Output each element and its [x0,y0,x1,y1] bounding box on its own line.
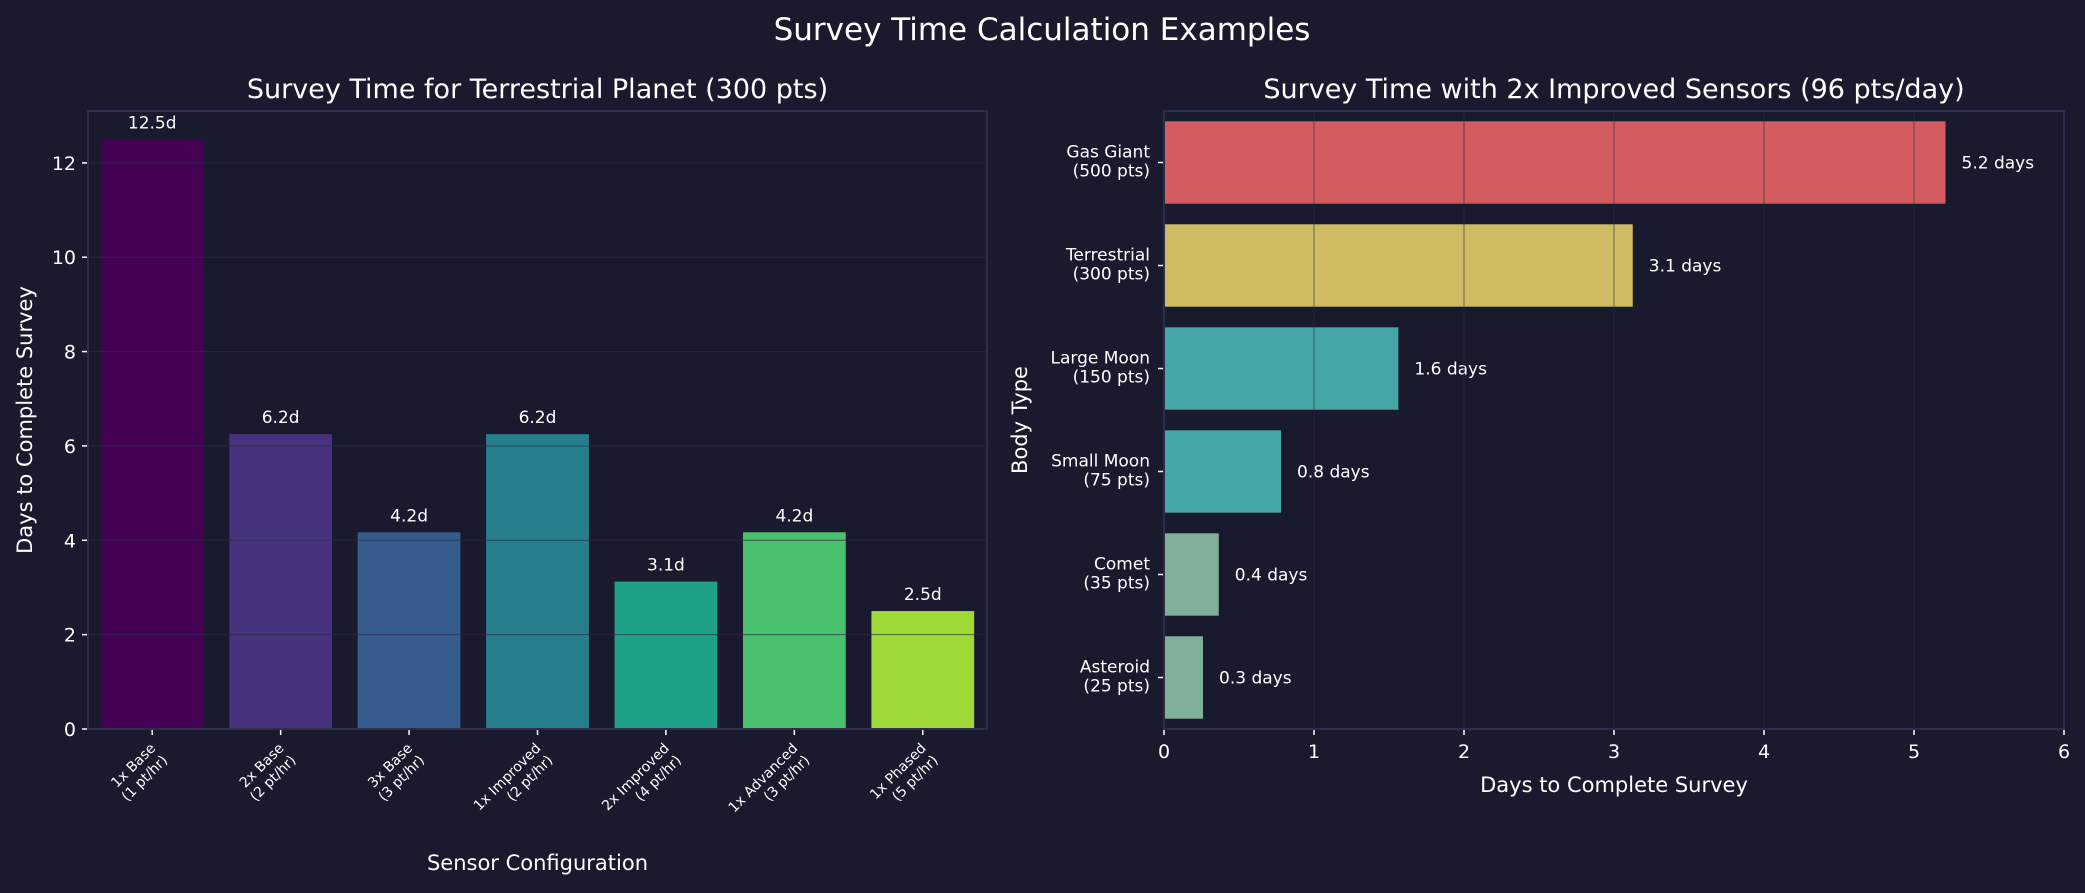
bar [1164,327,1399,410]
y-axis-label: Body Type [1008,366,1032,474]
y-tick-label: Comet (35 pts) [1083,555,1150,594]
y-tick-label: Asteroid (25 pts) [1080,658,1150,697]
x-tick-label: 5 [1908,741,1920,763]
data-label: 6.2d [519,408,557,428]
bar [357,532,461,729]
data-label: 6.2d [262,408,300,428]
x-tick-label: 3 [1608,741,1620,763]
x-tick-label: 4 [1758,741,1770,763]
bar [871,611,975,729]
data-label: 3.1d [647,556,685,576]
x-axis-label: Days to Complete Survey [1480,773,1748,797]
y-tick-label: 4 [64,530,76,552]
y-tick-label: Large Moon (150 pts) [1051,349,1150,388]
axes-frame [1163,110,2065,730]
x-tick-label: 2 [1458,741,1470,763]
data-label: 12.5d [128,113,177,133]
y-tick-label: 10 [52,247,76,269]
chart-title: Survey Time for Terrestrial Planet (300 … [247,74,828,105]
y-tick-label: 12 [52,153,76,175]
y-tick-label: 2 [64,625,76,647]
bar [1164,224,1633,307]
y-tick-label: 8 [64,342,76,364]
suptitle: Survey Time Calculation Examples [774,12,1311,48]
right-chart: 5.2 days Gas Giant (500 pts) 3.1 days Terres… [1008,74,2070,797]
bar [1164,533,1219,616]
bar [486,434,589,729]
y-axis-label: Days to Complete Survey [13,286,37,554]
y-tick-label: 0 [64,719,76,741]
bar [1164,636,1203,719]
data-label: 0.3 days [1219,669,1292,689]
y-tick-label: Small Moon (75 pts) [1051,452,1150,491]
bar [1164,121,1946,204]
bar [742,532,846,729]
y-tick-label: Gas Giant (500 pts) [1066,143,1150,182]
bar [1164,430,1281,513]
axes-frame [87,110,988,730]
data-label: 3.1 days [1649,257,1722,277]
y-tick-label: Terrestrial (300 pts) [1065,246,1150,285]
data-label: 4.2d [390,506,428,526]
x-tick-label: 0 [1158,741,1170,763]
x-tick-label: 6 [2058,741,2070,763]
data-label: 5.2 days [1962,154,2035,174]
chart-title: Survey Time with 2x Improved Sensors (96… [1263,74,1964,105]
x-axis-label: Sensor Configuration [427,851,648,875]
bar [614,581,718,729]
data-label: 0.8 days [1297,463,1370,483]
x-tick-label: 1 [1308,741,1320,763]
data-label: 2.5d [904,585,942,605]
bar [229,434,333,729]
data-label: 1.6 days [1414,360,1487,380]
y-tick-label: 6 [64,436,76,458]
data-label: 4.2d [775,506,813,526]
bar [100,139,204,729]
data-label: 0.4 days [1235,566,1308,586]
